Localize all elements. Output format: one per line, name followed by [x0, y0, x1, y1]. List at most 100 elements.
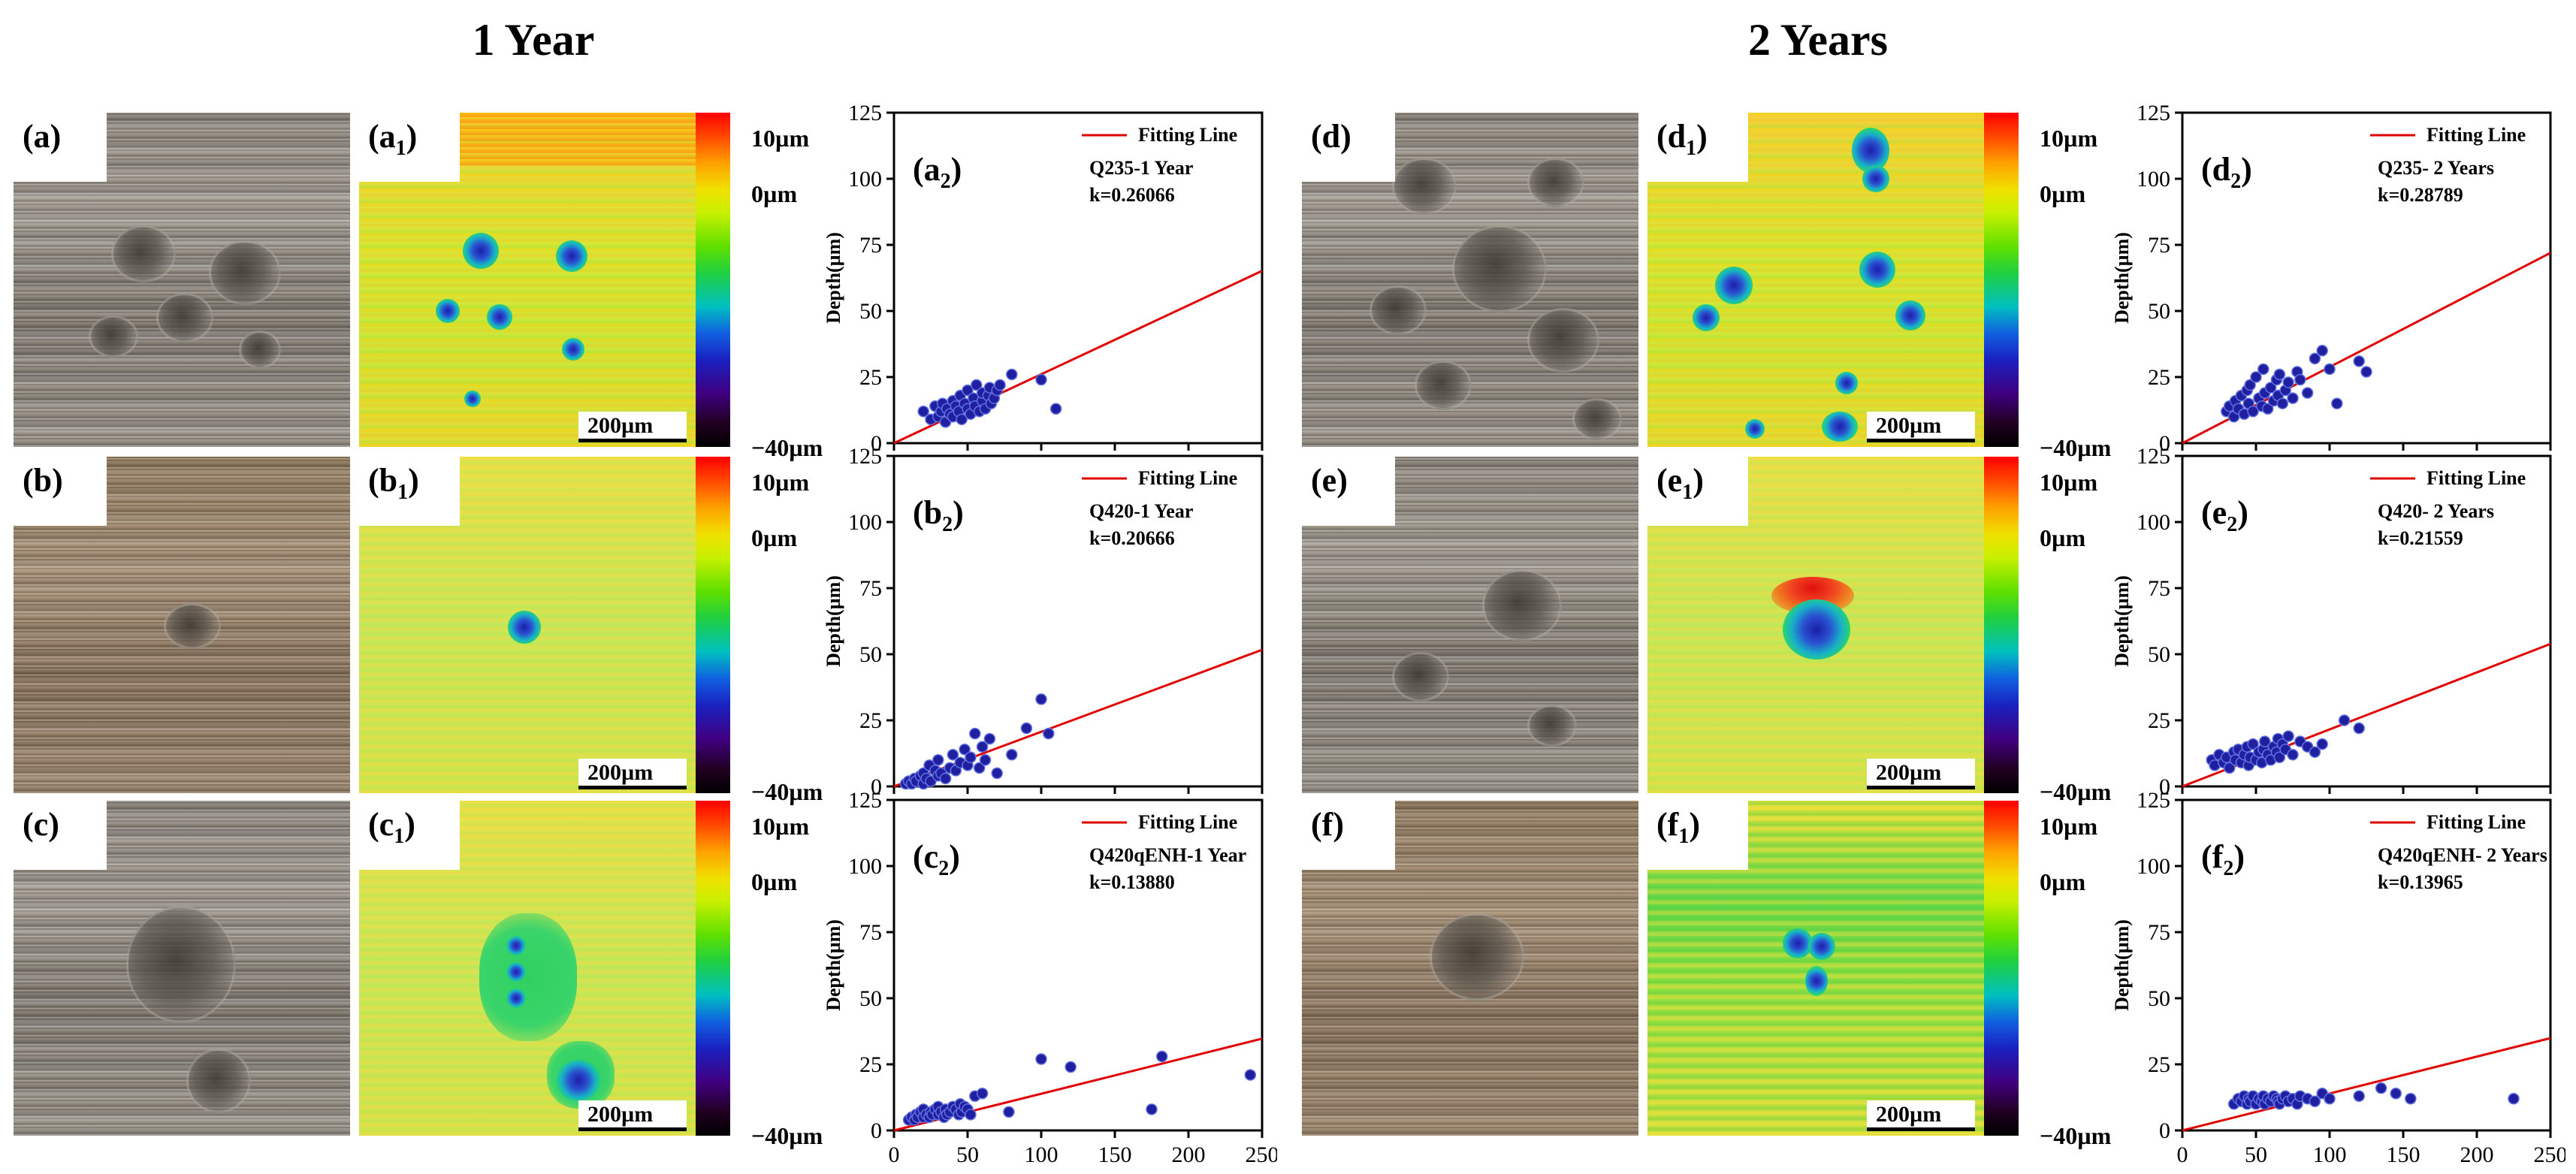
- panel-label-f: (f): [1302, 801, 1395, 870]
- colorbar-bottom-label-f1: −40µm: [2040, 1122, 2112, 1149]
- y-tick-label: 125: [848, 445, 882, 469]
- y-tick-label: 50: [2148, 299, 2170, 324]
- x-tick-label: 50: [956, 1142, 979, 1167]
- y-tick-label: 75: [859, 233, 882, 258]
- y-tick-label: 25: [859, 365, 882, 390]
- y-axis-label: Depth(µm): [823, 919, 844, 1011]
- scale-bar-c1: 200µm: [578, 1100, 687, 1131]
- panel-label-a1: (a1): [359, 113, 460, 182]
- data-point: [965, 1109, 977, 1121]
- colorbar-c1: [696, 801, 730, 1136]
- data-point: [2223, 762, 2236, 774]
- colorbar-bottom-label-d1: −40µm: [2040, 434, 2112, 461]
- y-tick-label: 125: [2137, 789, 2170, 813]
- data-point: [976, 741, 989, 753]
- k-value-label: k=0.26066: [1089, 184, 1175, 206]
- data-point: [2261, 403, 2274, 415]
- colorbar-mid-label-e1: 0µm: [2040, 524, 2086, 551]
- data-point: [959, 743, 971, 756]
- plot-frame: [892, 454, 1264, 788]
- scale-bar-b1: 200µm: [578, 759, 687, 789]
- sample-label: Q420- 2 Years: [2378, 500, 2494, 522]
- x-tick-label: 100: [2313, 1142, 2347, 1167]
- chart-panel-label: (e2): [2201, 494, 2248, 536]
- colorbar-mid-label-d1: 0µm: [2040, 180, 2086, 207]
- y-tick-label: 50: [2148, 642, 2170, 667]
- legend-label: Fitting Line: [2427, 467, 2526, 489]
- colorbar-mid-label-a1: 0µm: [751, 180, 798, 207]
- y-tick-label: 75: [2148, 233, 2170, 258]
- data-point: [2273, 751, 2286, 764]
- y-tick-label: 125: [2137, 445, 2170, 469]
- y-tick-label: 50: [2148, 986, 2170, 1011]
- x-tick-label: 50: [2245, 1142, 2267, 1167]
- data-point: [932, 754, 944, 766]
- y-tick-label: 0: [871, 1118, 882, 1143]
- sample-label: Q420qENH-1 Year: [1089, 844, 1246, 866]
- data-point: [2316, 738, 2328, 750]
- plot-frame: [2181, 798, 2552, 1132]
- x-tick-label: 0: [889, 1142, 900, 1167]
- legend-label: Fitting Line: [2427, 124, 2526, 146]
- data-point: [983, 732, 996, 745]
- y-tick-label: 25: [859, 708, 882, 733]
- data-point: [1035, 1053, 1047, 1065]
- data-point: [962, 384, 974, 397]
- data-point: [976, 1087, 989, 1100]
- data-point: [2375, 1082, 2387, 1094]
- y-tick-label: 0: [2159, 431, 2170, 454]
- colorbar-top-label-b1: 10µm: [751, 469, 810, 496]
- y-tick-label: 75: [2148, 920, 2170, 945]
- y-tick-label: 100: [2137, 510, 2170, 535]
- y-tick-label: 0: [2159, 774, 2170, 798]
- x-tick-label: 200: [1172, 1142, 1206, 1167]
- y-tick-label: 50: [859, 642, 882, 667]
- data-point: [2508, 1093, 2520, 1105]
- data-point: [2250, 371, 2262, 383]
- data-point: [1049, 403, 1062, 415]
- x-tick-label: 150: [1098, 1142, 1132, 1167]
- k-value-label: k=0.20666: [1089, 527, 1175, 549]
- panel-label-b1: (b1): [359, 457, 460, 526]
- colorbar-bottom-label-e1: −40µm: [2040, 778, 2112, 805]
- colorbar-f1: [1984, 801, 2019, 1136]
- chart-panel-label: (f2): [2201, 838, 2245, 880]
- data-point: [2294, 373, 2306, 386]
- x-tick-label: 250: [1246, 1142, 1278, 1167]
- data-point: [2247, 406, 2259, 418]
- y-axis-label: Depth(µm): [823, 575, 844, 667]
- scale-bar-f1: 200µm: [1867, 1100, 1975, 1131]
- data-point: [956, 413, 968, 426]
- data-point: [2309, 746, 2321, 758]
- height-map-d1: [1647, 113, 1984, 447]
- scale-bar-d1: 200µm: [1867, 412, 1975, 442]
- colorbar-a1: [696, 113, 730, 447]
- panel-label-a: (a): [14, 113, 107, 182]
- column-title-2-years: 2 Years: [1747, 15, 1889, 65]
- y-tick-label: 25: [2148, 1052, 2170, 1077]
- x-tick-label: 0: [2177, 1142, 2188, 1167]
- sample-label: Q420qENH- 2 Years: [2378, 844, 2547, 866]
- sample-label: Q235- 2 Years: [2378, 157, 2494, 179]
- k-value-label: k=0.13880: [1089, 871, 1175, 893]
- scatter-chart-a2: 0501001502002500255075100125Depth(µm)(a2…: [823, 101, 1264, 454]
- panel-label-e: (e): [1302, 457, 1395, 526]
- scale-bar-a1: 200µm: [578, 412, 687, 442]
- panel-label-f1: (f1): [1647, 801, 1748, 870]
- data-point: [994, 379, 1006, 391]
- y-tick-label: 0: [2159, 1118, 2170, 1143]
- data-point: [2316, 345, 2328, 357]
- x-tick-label: 100: [1025, 1142, 1058, 1167]
- y-tick-label: 0: [871, 431, 882, 454]
- k-value-label: k=0.13965: [2378, 871, 2463, 893]
- data-point: [973, 762, 986, 774]
- y-tick-label: 0: [871, 774, 882, 798]
- data-point: [917, 406, 929, 418]
- scatter-chart-e2: 0501001502002500255075100125Depth(µm)(e2…: [2111, 445, 2552, 798]
- colorbar-mid-label-b1: 0µm: [751, 524, 798, 551]
- data-point: [2324, 1093, 2336, 1105]
- data-point: [2282, 376, 2294, 388]
- plot-frame: [892, 798, 1264, 1132]
- colorbar-top-label-d1: 10µm: [2040, 125, 2098, 152]
- data-point: [1146, 1103, 1158, 1115]
